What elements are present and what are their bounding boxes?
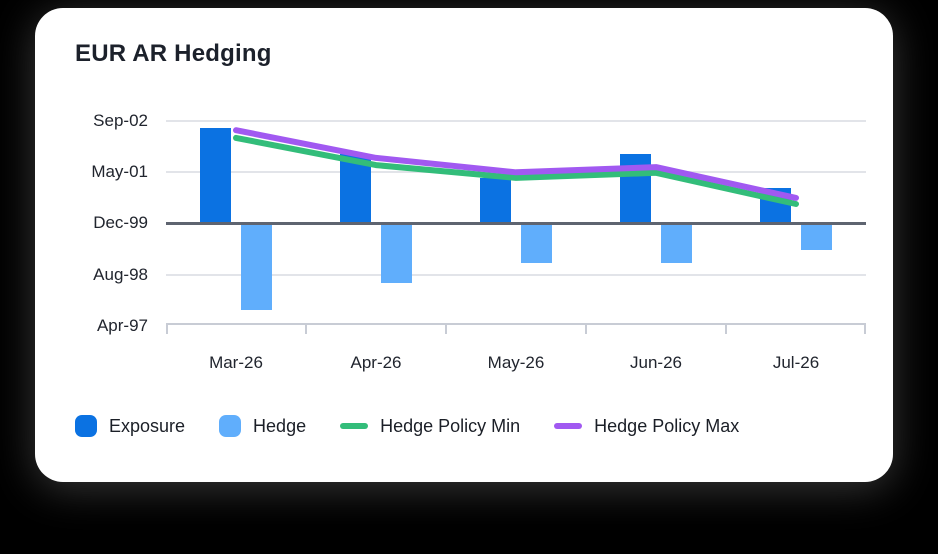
y-axis-tick-label: Sep-02 (93, 111, 148, 130)
x-axis-tick (725, 325, 727, 334)
hedge-policy-max-line (233, 127, 799, 201)
x-axis-tick-label: Mar-26 (209, 353, 263, 372)
x-axis-tick (585, 325, 587, 334)
x-axis-tick-label: Apr-26 (350, 353, 402, 372)
x-axis-tick (166, 325, 168, 334)
y-axis-tick-label: May-01 (91, 162, 148, 181)
hedge-swatch-icon (219, 415, 242, 437)
hedge-bar (381, 223, 412, 283)
hedge-bar (661, 223, 692, 263)
legend-label: Exposure (109, 415, 186, 436)
y-axis-tick-label: Apr-97 (96, 316, 148, 335)
legend-label: Hedge Policy Min (380, 415, 521, 436)
x-axis-tick-label: May-26 (487, 353, 545, 372)
exposure-bar (200, 128, 231, 224)
hedge-bar (521, 223, 552, 263)
x-axis-tick-label: Jun-26 (630, 353, 682, 372)
x-axis-tick (445, 325, 447, 334)
legend-item-hedge-policy-max: Hedge Policy Max (554, 416, 739, 437)
chart-card: EUR AR Hedging Sep-02 May-01 Dec-99 Aug-… (35, 8, 893, 482)
y-axis-tick-label: Dec-99 (93, 213, 148, 232)
x-axis-tick-label: Jul-26 (772, 353, 820, 372)
y-axis-tick-label: Aug-98 (93, 265, 148, 284)
hedge-bar (801, 223, 832, 250)
exposure-swatch-icon (75, 415, 97, 437)
hedge-policy-min-swatch-icon (340, 423, 369, 429)
gridline (166, 120, 866, 122)
legend-label: Hedge Policy Max (594, 415, 740, 436)
hedge-bar (241, 223, 272, 311)
plot-area (166, 120, 866, 334)
hedge-policy-max-swatch-icon (554, 423, 583, 429)
policy-lines-svg (233, 127, 799, 207)
hedge-policy-min-line (233, 134, 799, 207)
x-axis-line (166, 323, 866, 325)
legend-item-exposure: Exposure (75, 415, 185, 437)
legend-item-hedge-policy-min: Hedge Policy Min (340, 416, 520, 437)
chart-legend: Exposure Hedge Hedge Policy Min Hedge Po… (75, 412, 739, 440)
legend-item-hedge: Hedge (219, 415, 306, 437)
gridline (166, 274, 866, 276)
legend-label: Hedge (253, 415, 307, 436)
zero-baseline (166, 222, 866, 225)
chart-title: EUR AR Hedging (75, 40, 272, 67)
x-axis-tick (864, 325, 866, 334)
x-axis-tick (305, 325, 307, 334)
exposure-bar (480, 177, 511, 224)
